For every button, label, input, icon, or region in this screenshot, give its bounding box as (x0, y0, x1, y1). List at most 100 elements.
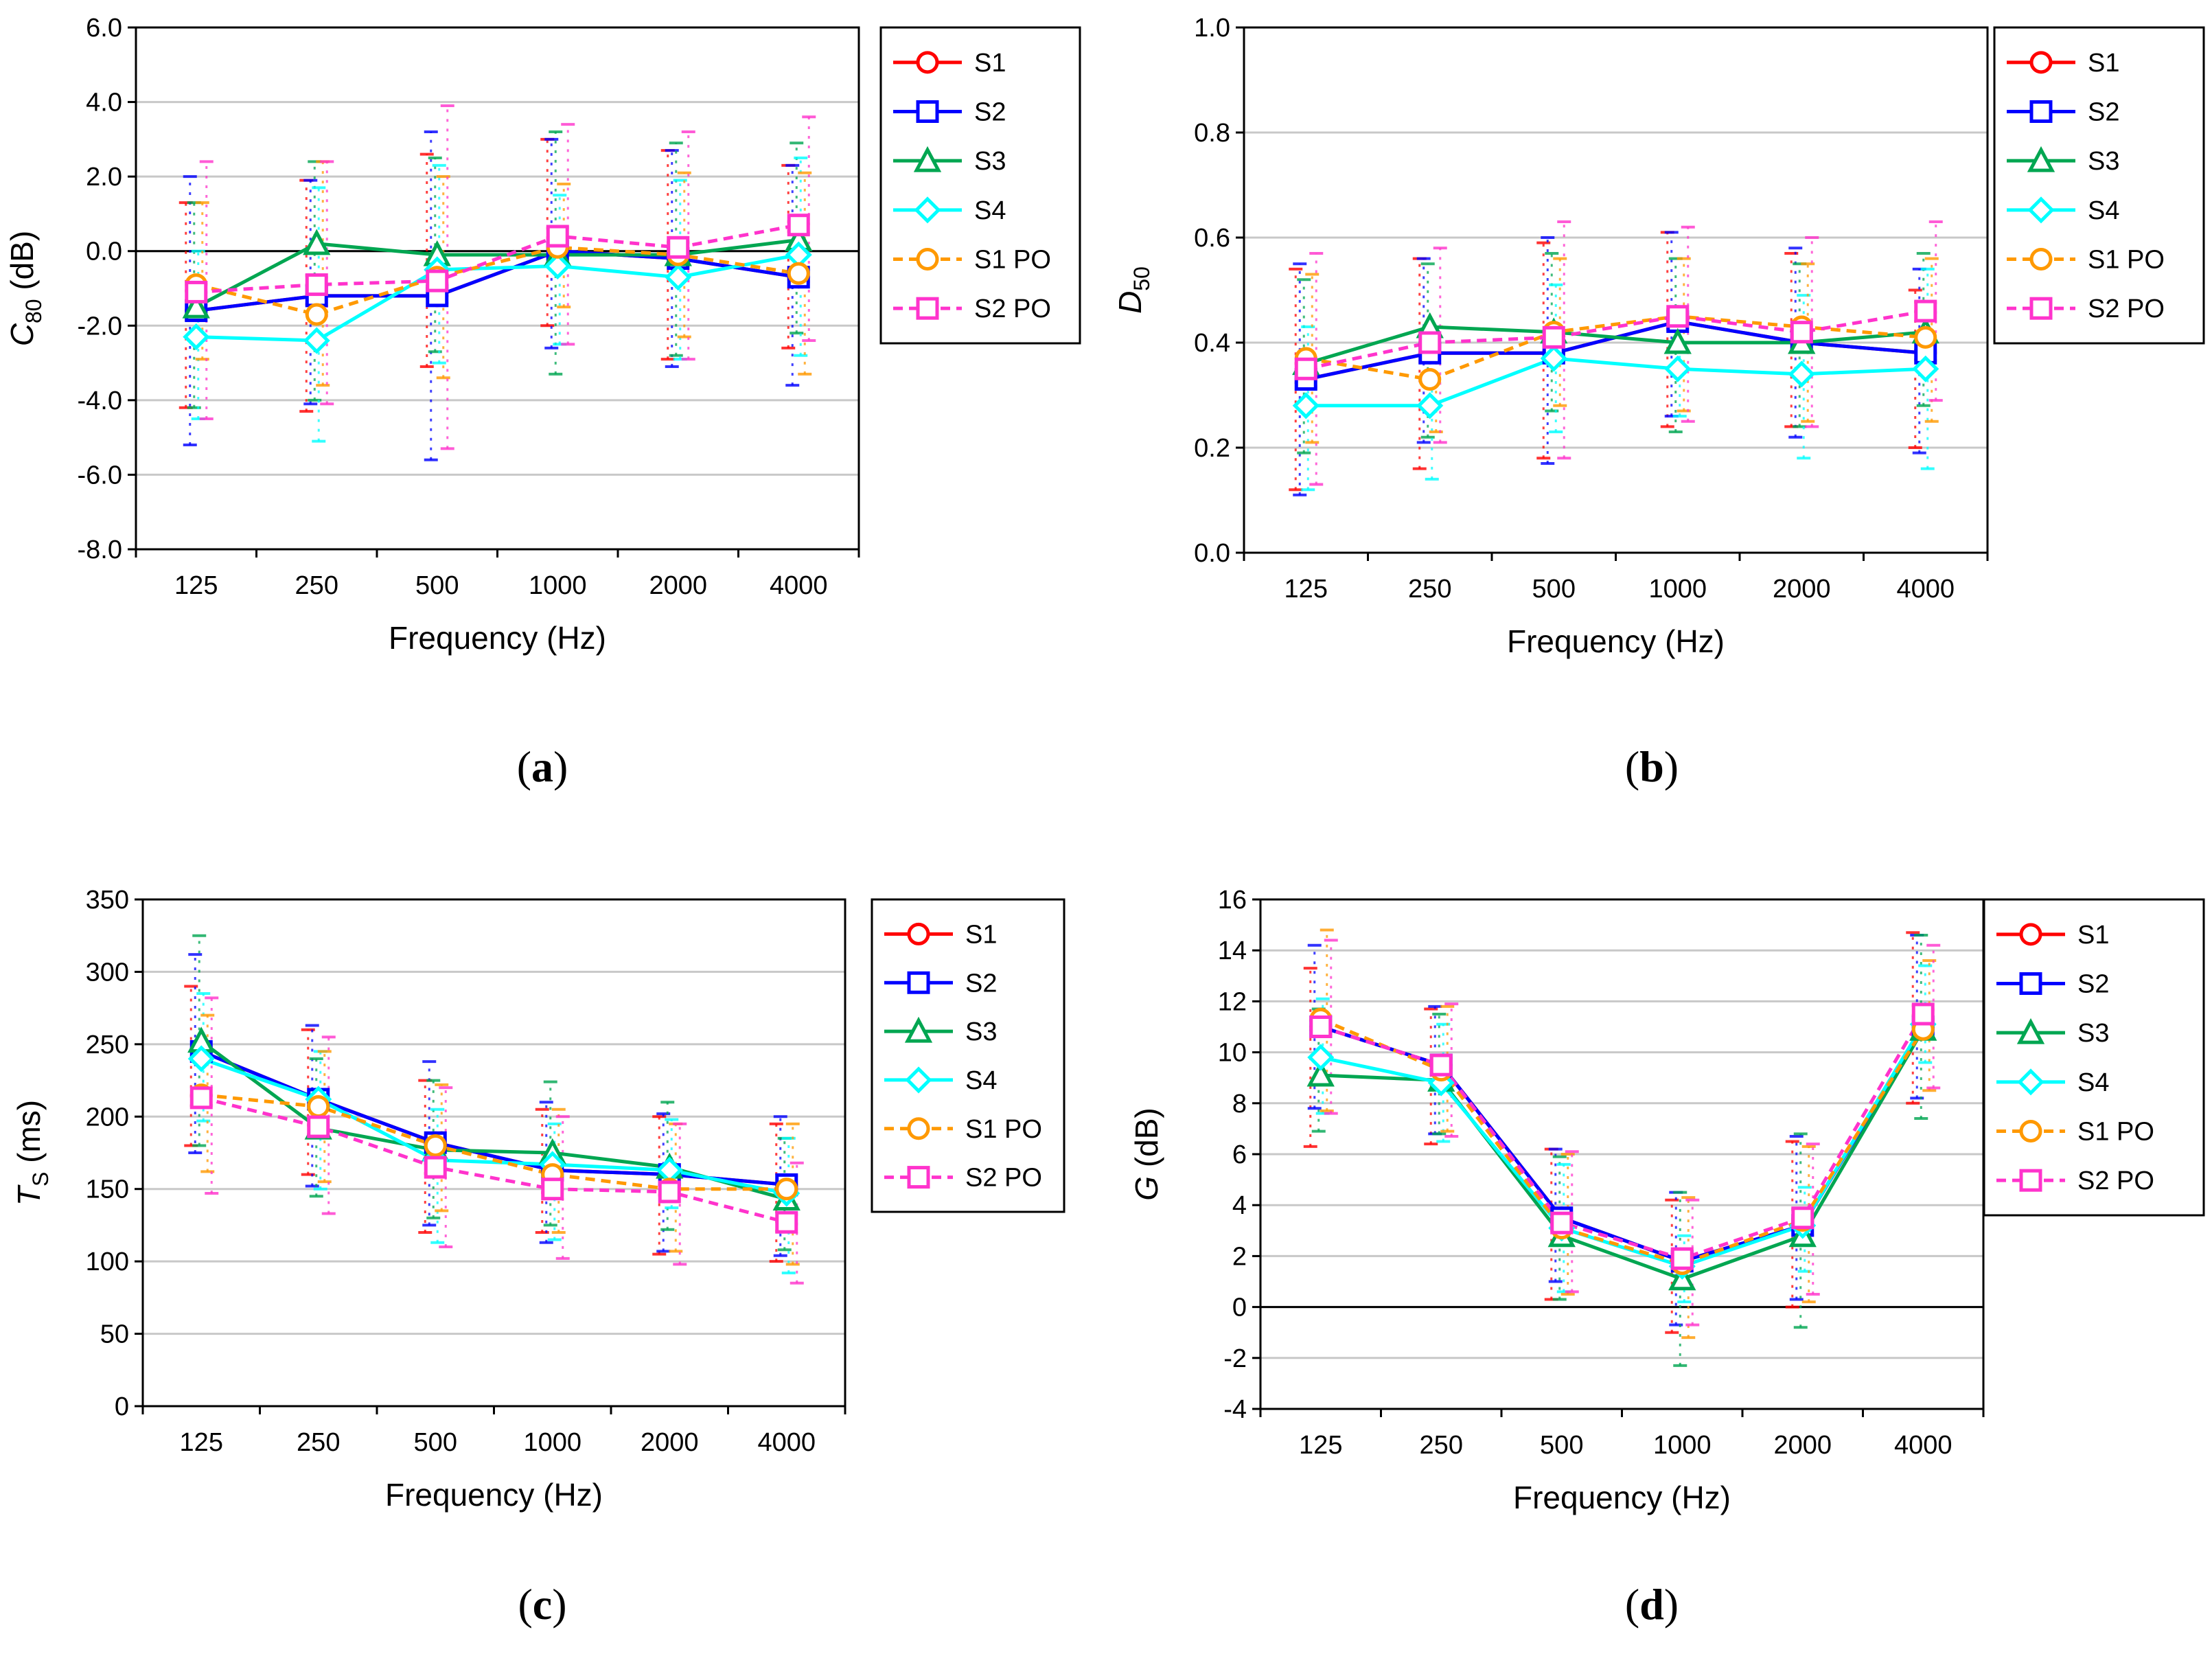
legend-marker (2029, 248, 2053, 271)
y-tick-label: -2.0 (78, 312, 122, 341)
y-tick-label: 250 (86, 1031, 129, 1059)
x-tick-label: 2000 (641, 1428, 699, 1457)
series-line-s4 (1306, 356, 1926, 408)
series-line-s2-po (200, 1096, 787, 1224)
legend-label: S2 (965, 969, 997, 998)
data-point-s1-po (775, 1178, 798, 1201)
x-tick-label: 250 (297, 1428, 340, 1457)
series-line-s3 (195, 238, 799, 309)
y-tick-label: 6.0 (86, 14, 122, 43)
x-tick-label: 1000 (1653, 1431, 1712, 1460)
panel-caption-c: (c) (518, 1580, 567, 1629)
legend-marker (907, 971, 930, 994)
data-point-s4 (303, 327, 330, 354)
x-tick-label: 1000 (529, 571, 587, 600)
legend-label: S3 (965, 1018, 997, 1046)
y-tick-label: 0 (115, 1392, 129, 1421)
legend-marker (2027, 196, 2055, 224)
x-tick-label: 2000 (1773, 1431, 1832, 1460)
legend-marker (916, 100, 939, 123)
data-point-s1-po (1418, 368, 1442, 391)
data-point-s2-po (1429, 1053, 1453, 1077)
y-tick-label: 2.0 (86, 163, 122, 192)
legend-label: S1 (2077, 921, 2109, 950)
data-point-s3 (182, 292, 210, 319)
data-point-s2-po (1418, 331, 1442, 354)
series-line-s4 (1320, 1023, 1925, 1268)
x-axis-title: Frequency (Hz) (385, 1477, 603, 1513)
legend-box (1993, 26, 2205, 345)
legend-label: S2 (2088, 98, 2119, 127)
y-tick-label: -6.0 (78, 461, 122, 490)
y-tick-label: 2 (1232, 1242, 1247, 1271)
legend-label: S2 PO (974, 295, 1051, 323)
y-tick-label: 16 (1218, 886, 1247, 915)
legend-label: S3 (974, 147, 1006, 176)
series-line-s1 (1320, 1025, 1925, 1263)
plot-area (1243, 26, 1989, 554)
y-tick-label: 4.0 (86, 89, 122, 117)
y-tick-label: 6 (1232, 1140, 1247, 1169)
series-line-s1-po (196, 245, 799, 317)
y-tick-label: 300 (86, 958, 129, 987)
data-point-s2-po (1670, 1247, 1694, 1270)
y-tick-label: 0.8 (1194, 119, 1230, 148)
y-axis-title: C80 (dB) (4, 231, 46, 347)
data-point-s1-po (305, 303, 328, 326)
y-tick-label: -4.0 (78, 387, 122, 415)
chart-c: 0 50 100 150 200 250 300 350 125 250 500 1000 2000 40… (11, 886, 1065, 1513)
legend-marker (904, 1016, 933, 1043)
y-tick-label: 1.0 (1194, 14, 1230, 43)
legend-marker (2019, 972, 2042, 995)
data-point-s2-po (1666, 305, 1690, 328)
y-axis-title: TS (ms) (11, 1100, 53, 1206)
data-point-s4 (1416, 392, 1444, 420)
x-tick-label: 2000 (1773, 575, 1831, 604)
legend-marker (916, 297, 939, 320)
data-point-s2-po (546, 225, 569, 248)
y-tick-label: 0.0 (1194, 539, 1230, 568)
legend-label: S1 PO (974, 246, 1051, 275)
data-point-s2-po (185, 280, 208, 303)
y-tick-label: 12 (1218, 987, 1247, 1016)
chart-b: 0.0 0.2 0.4 0.6 0.8 1.0 125 250 500 1000 2000 4000 F… (1112, 14, 2205, 659)
legend-marker (2019, 923, 2042, 946)
legend-label: S1 (965, 920, 997, 949)
data-point-s1-po (1914, 325, 1937, 349)
data-point-s2-po (541, 1178, 564, 1201)
legend: S1 S2 S3 S4 S1 PO S2 PO (871, 898, 1065, 1213)
y-tick-label: 0.6 (1194, 224, 1230, 253)
series-line-s4 (200, 1057, 787, 1195)
panel-caption-d: (d) (1624, 1580, 1679, 1629)
legend-box (871, 898, 1065, 1213)
x-tick-label: 125 (1284, 575, 1328, 604)
y-tick-label: 4 (1232, 1191, 1247, 1220)
y-axis-title: G (dB) (1129, 1107, 1164, 1200)
data-point-s2-po (1309, 1015, 1333, 1038)
y-tick-label: 200 (86, 1103, 129, 1132)
legend-label: S3 (2077, 1019, 2109, 1048)
legend-label: S4 (2088, 196, 2119, 225)
legend-marker (2016, 1018, 2045, 1044)
legend: S1 S2 S3 S4 S1 PO S2 PO (1983, 898, 2205, 1217)
legend-label: S2 PO (2077, 1167, 2154, 1195)
legend-label: S1 PO (2077, 1118, 2154, 1147)
data-point-s4 (1664, 355, 1692, 382)
x-tick-label: 1000 (1648, 575, 1707, 604)
x-tick-label: 1000 (523, 1428, 581, 1457)
legend: S1 S2 S3 S4 S1 PO S2 PO (879, 26, 1081, 345)
series-line-s2 (1320, 1025, 1925, 1263)
y-tick-label: 10 (1218, 1039, 1247, 1068)
y-tick-label: 150 (86, 1175, 129, 1204)
y-tick-label: -4 (1223, 1395, 1247, 1424)
legend-label: S2 PO (965, 1164, 1042, 1193)
y-axis-title: D50 (1112, 266, 1154, 314)
x-tick-label: 250 (1408, 575, 1451, 604)
x-tick-label: 500 (1532, 575, 1576, 604)
chart-d: -4 -2 0 2 4 6 8 10 12 14 16 125 250 500 1000 2000 4000 Fr… (1129, 886, 2205, 1515)
data-point-s2-po (1550, 1211, 1574, 1235)
data-point-s4 (187, 1045, 215, 1072)
series-line-s2-po (1320, 1013, 1925, 1261)
legend-box (879, 26, 1081, 345)
data-point-s1-po (424, 1134, 447, 1157)
